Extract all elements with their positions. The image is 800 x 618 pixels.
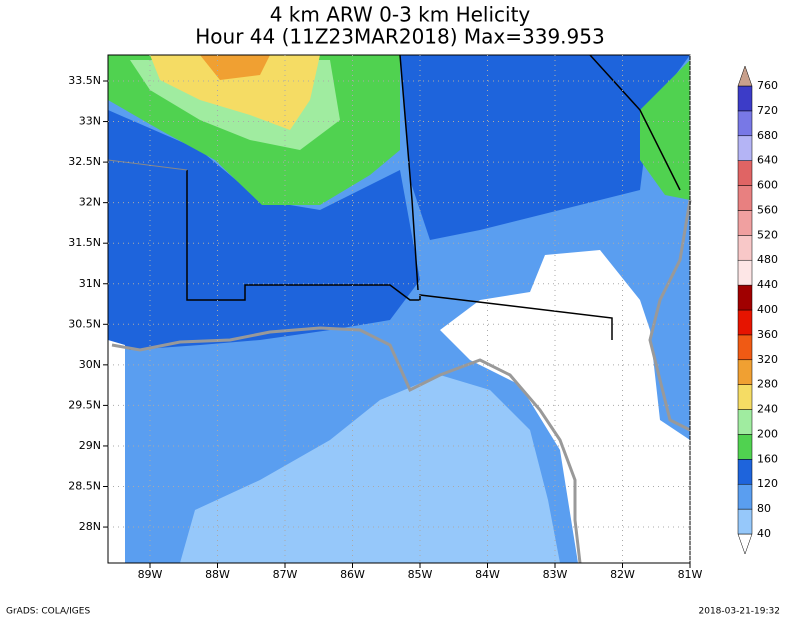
lat-label: 30N — [79, 358, 101, 371]
colorbar-label: 240 — [757, 403, 778, 416]
colorbar-label: 600 — [757, 179, 778, 192]
colorbar-segment — [737, 434, 753, 460]
lat-label: 28N — [79, 520, 101, 533]
lon-label: 85W — [408, 568, 433, 581]
lat-label: 28.5N — [68, 480, 101, 493]
lat-label: 31.5N — [68, 236, 101, 249]
colorbar-label: 320 — [757, 353, 778, 366]
colorbar-segment — [737, 210, 753, 236]
colorbar-segment — [737, 309, 753, 336]
lon-label: 84W — [475, 568, 500, 581]
title: 4 km ARW 0-3 km Helicity — [270, 3, 531, 27]
lon-label: 82W — [610, 568, 635, 581]
lon-label: 86W — [340, 568, 365, 581]
colorbar-label: 40 — [757, 527, 771, 540]
lon-label: 89W — [138, 568, 163, 581]
lat-label: 29.5N — [68, 398, 101, 411]
lat-label: 32.5N — [68, 155, 101, 168]
colorbar-label: 480 — [757, 253, 778, 266]
map — [107, 54, 692, 564]
footer-right: 2018-03-21-19:32 — [699, 607, 781, 617]
lat-label: 33N — [79, 115, 101, 128]
colorbar-segment — [737, 483, 753, 510]
subtitle: Hour 44 (11Z23MAR2018) Max=339.953 — [195, 25, 604, 49]
colorbar-segment — [737, 235, 753, 261]
colorbar-label: 160 — [757, 452, 778, 465]
lat-label: 29N — [79, 439, 101, 452]
colorbar-label: 520 — [757, 228, 778, 241]
lon-label: 83W — [543, 568, 568, 581]
colorbar-label: 560 — [757, 203, 778, 216]
colorbar-segment — [737, 508, 753, 535]
colorbar-segment — [737, 85, 753, 112]
colorbar-segment — [737, 259, 753, 286]
lon-label: 87W — [273, 568, 298, 581]
colorbar-segment — [737, 409, 753, 435]
colorbar-segment — [737, 185, 753, 211]
colorbar-label: 80 — [757, 502, 771, 515]
colorbar-label: 720 — [757, 104, 778, 117]
lon-label: 81W — [678, 568, 703, 581]
colorbar-label: 640 — [757, 154, 778, 167]
colorbar-label: 280 — [757, 378, 778, 391]
colorbar-label: 400 — [757, 303, 778, 316]
colorbar-over — [737, 65, 753, 87]
colorbar-label: 200 — [757, 427, 778, 440]
lat-label: 32N — [79, 196, 101, 209]
lat-label: 31N — [79, 277, 101, 290]
colorbar-segment — [737, 384, 753, 410]
lon-label: 88W — [205, 568, 230, 581]
lat-label: 33.5N — [68, 74, 101, 87]
colorbar-segment — [737, 284, 753, 311]
colorbar-under — [737, 533, 753, 555]
colorbar-label: 120 — [757, 477, 778, 490]
lat-label: 30.5N — [68, 317, 101, 330]
footer-left: GrADS: COLA/IGES — [6, 607, 90, 617]
colorbar-label: 680 — [757, 129, 778, 142]
colorbar-segment — [737, 334, 753, 361]
colorbar-segment — [737, 110, 753, 137]
colorbar-label: 440 — [757, 278, 778, 291]
colorbar-segment — [737, 135, 753, 161]
colorbar-segment — [737, 359, 753, 385]
colorbar-label: 760 — [757, 79, 778, 92]
colorbar-label: 360 — [757, 328, 778, 341]
colorbar-segment — [737, 459, 753, 485]
colorbar-segment — [737, 160, 753, 186]
